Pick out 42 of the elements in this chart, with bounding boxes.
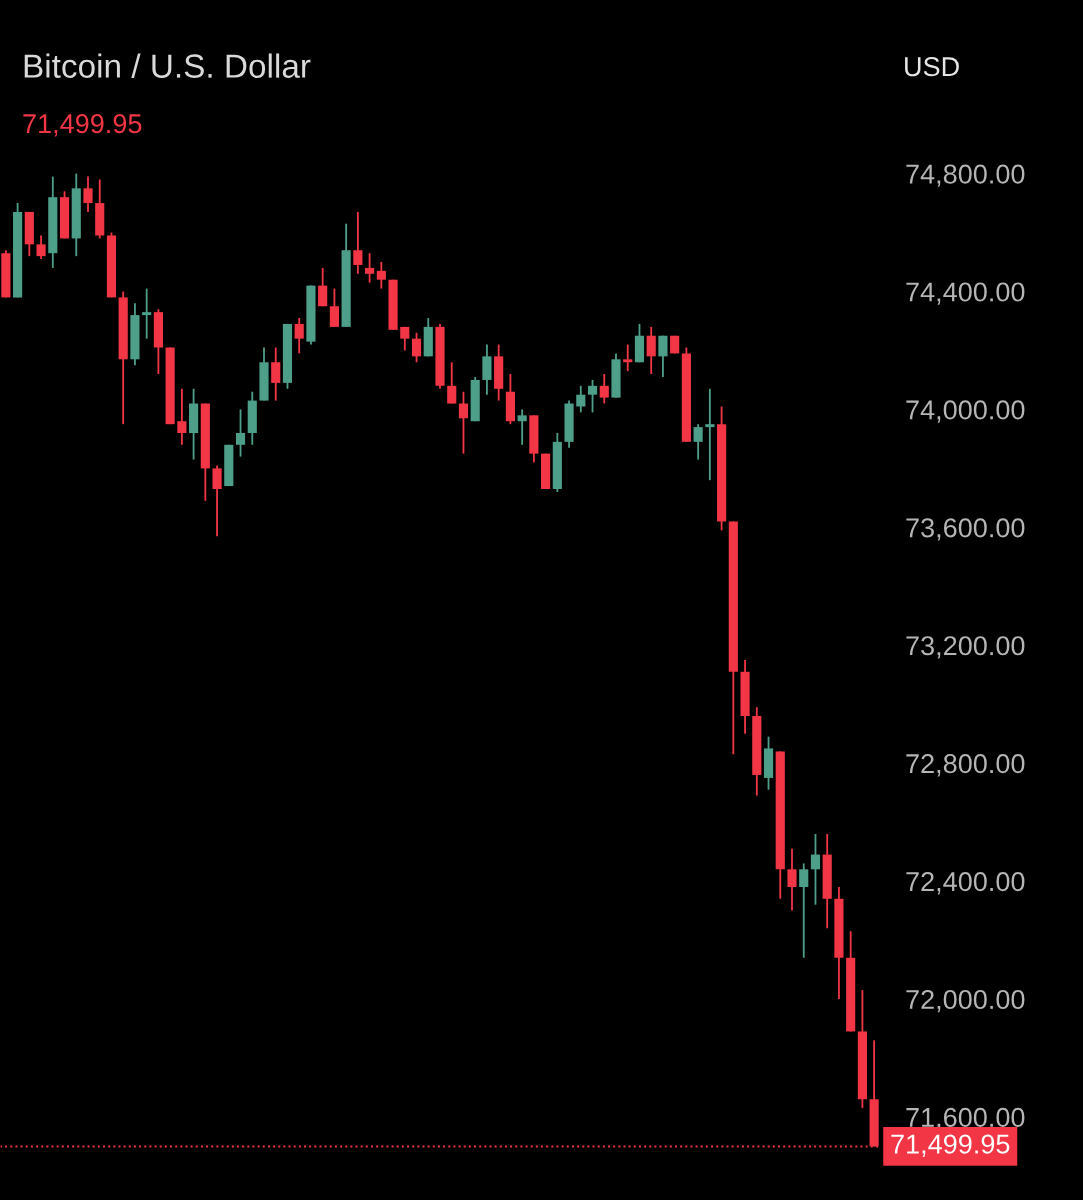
- y-tick-label: 74,000.00: [906, 400, 1025, 423]
- chart-subtitle: 71,499.95: [23, 114, 142, 137]
- y-tick-label: 74,800.00: [906, 164, 1025, 187]
- candlestick: [587, 379, 598, 414]
- y-tick-label: 72,000.00: [906, 989, 1025, 1013]
- candlestick: [411, 331, 422, 364]
- candlestick: [787, 847, 797, 912]
- y-tick-label: 71,600.00: [906, 1107, 1025, 1131]
- candlestick: [810, 833, 821, 906]
- y-tick-label: 72,800.00: [906, 754, 1025, 777]
- candlestick: [576, 384, 586, 414]
- candlestick: [294, 317, 304, 355]
- chart-title: Bitcoin / U.S. Dollar: [24, 53, 311, 78]
- candlestick: [376, 261, 386, 290]
- candlestick: [318, 267, 328, 308]
- candlestick: [658, 334, 668, 378]
- y-tick-label: 73,600.00: [906, 518, 1025, 541]
- candlestick: [623, 343, 633, 373]
- candlestick: [271, 346, 281, 402]
- candlestick: [212, 464, 222, 538]
- candlestick: [36, 234, 46, 260]
- candlestick: [799, 862, 809, 959]
- candlestick: [447, 361, 457, 405]
- candlestick: [329, 287, 339, 328]
- candlestick: [83, 175, 93, 213]
- y-tick-label: 73,200.00: [906, 636, 1025, 659]
- y-tick-label: 74,400.00: [906, 282, 1025, 305]
- candlestick: [365, 252, 375, 284]
- candlestick: [693, 423, 703, 461]
- candlestick: [705, 387, 715, 482]
- candlestick: [646, 325, 656, 375]
- text: USD: [905, 57, 959, 77]
- candlestick: [235, 408, 246, 458]
- candlestick: [142, 287, 152, 340]
- candlestick: [517, 408, 527, 446]
- candlestick: [482, 343, 492, 396]
- candlestick: [599, 373, 609, 405]
- candlestick: [458, 390, 469, 455]
- y-tick-label: 72,400.00: [906, 872, 1025, 895]
- ref-line-label: 71,499.95: [891, 1134, 1010, 1157]
- candlestick: [177, 387, 187, 446]
- candlestick: [353, 211, 363, 275]
